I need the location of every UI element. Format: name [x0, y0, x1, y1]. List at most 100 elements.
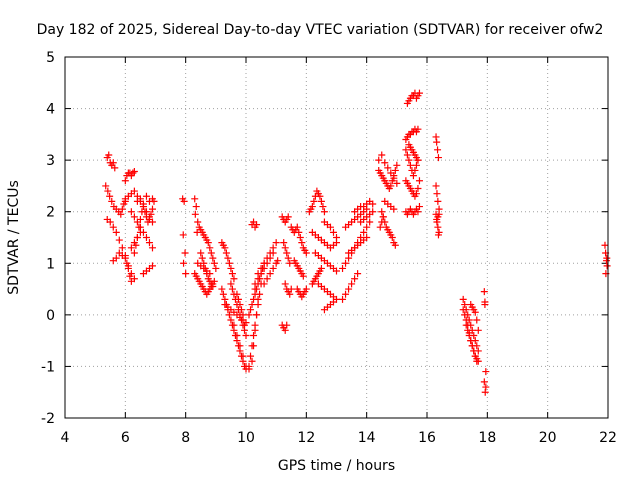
- data-point-marker: [130, 213, 138, 221]
- data-point-marker: [136, 215, 144, 223]
- data-point-marker: [434, 223, 442, 231]
- data-point-marker: [118, 244, 126, 252]
- data-point-marker: [245, 311, 253, 319]
- y-tick-label: 1: [46, 256, 55, 272]
- data-point-marker: [222, 249, 230, 257]
- data-point-marker: [228, 285, 236, 293]
- data-point-marker: [233, 290, 241, 298]
- data-point-marker: [411, 166, 419, 174]
- y-tick-label: 4: [46, 102, 55, 118]
- data-point-marker: [473, 357, 481, 365]
- data-point-marker: [467, 337, 475, 345]
- data-point-marker: [236, 301, 244, 309]
- data-point-marker: [204, 239, 212, 247]
- data-point-marker: [459, 306, 467, 314]
- data-point-marker: [434, 146, 442, 154]
- data-point-marker: [197, 249, 205, 257]
- y-tick-label: -1: [41, 359, 55, 375]
- data-point-marker: [342, 259, 350, 267]
- data-point-marker: [280, 239, 288, 247]
- data-point-marker: [121, 197, 129, 205]
- data-point-marker: [281, 280, 289, 288]
- data-point-marker: [115, 236, 123, 244]
- data-point-marker: [191, 195, 199, 203]
- data-point-marker: [317, 264, 325, 272]
- data-point-marker: [295, 228, 303, 236]
- data-point-marker: [233, 331, 241, 339]
- data-point-marker: [480, 288, 488, 296]
- data-point-marker: [414, 208, 422, 216]
- data-point-marker: [482, 383, 490, 391]
- data-point-marker: [333, 234, 340, 241]
- data-point-marker: [237, 316, 245, 324]
- data-point-marker: [434, 154, 442, 162]
- data-point-marker: [464, 326, 472, 334]
- y-tick-label: 5: [46, 50, 55, 66]
- x-tick-label: 10: [237, 430, 255, 446]
- data-point-marker: [434, 197, 442, 205]
- data-point-marker: [112, 228, 120, 236]
- data-point-marker: [286, 259, 294, 267]
- y-tick-label: 0: [46, 308, 55, 324]
- data-point-marker: [247, 306, 255, 314]
- data-point-marker: [225, 311, 233, 319]
- data-point-marker: [210, 259, 218, 267]
- data-point-marker: [326, 223, 334, 231]
- data-point-marker: [412, 161, 420, 169]
- data-points: [102, 89, 611, 396]
- data-point-marker: [227, 264, 235, 272]
- x-tick-label: 20: [539, 430, 557, 446]
- data-point-marker: [129, 169, 137, 177]
- data-point-marker: [345, 285, 353, 293]
- data-point-marker: [474, 326, 482, 334]
- data-point-marker: [339, 295, 347, 303]
- data-point-marker: [459, 295, 467, 303]
- data-point-marker: [254, 295, 262, 303]
- data-point-marker: [376, 223, 384, 231]
- data-point-marker: [284, 254, 292, 262]
- y-tick-label: 2: [46, 205, 55, 221]
- data-point-marker: [283, 249, 291, 257]
- data-point-marker: [412, 190, 420, 198]
- data-point-marker: [130, 167, 138, 175]
- data-point-marker: [130, 187, 138, 195]
- data-point-marker: [239, 311, 247, 319]
- data-point-marker: [133, 234, 141, 241]
- data-point-marker: [363, 223, 371, 231]
- data-point-marker: [260, 259, 268, 267]
- data-point-marker: [354, 270, 362, 278]
- data-point-marker: [480, 378, 488, 386]
- data-point-marker: [251, 326, 259, 334]
- data-point-marker: [109, 223, 117, 231]
- data-point-marker: [180, 259, 188, 267]
- data-point-marker: [296, 234, 304, 241]
- data-point-marker: [375, 156, 383, 164]
- data-point-marker: [266, 249, 274, 257]
- data-point-marker: [239, 352, 247, 360]
- data-point-marker: [603, 254, 611, 262]
- data-point-marker: [274, 257, 282, 265]
- data-point-marker: [378, 151, 386, 159]
- data-point-marker: [393, 179, 401, 187]
- data-point-marker: [387, 182, 395, 190]
- data-point-marker: [409, 172, 417, 180]
- y-tick-label: 3: [46, 153, 55, 169]
- data-point-marker: [127, 270, 135, 278]
- data-point-marker: [192, 203, 200, 211]
- data-point-marker: [250, 342, 258, 350]
- data-point-marker: [127, 244, 135, 252]
- data-point-marker: [433, 138, 441, 146]
- data-point-marker: [384, 164, 392, 172]
- data-point-marker: [468, 342, 476, 350]
- data-point-marker: [121, 254, 129, 262]
- data-point-marker: [269, 244, 277, 252]
- data-point-marker: [237, 306, 245, 314]
- data-point-marker: [106, 218, 114, 226]
- data-point-marker: [482, 368, 490, 376]
- data-point-marker: [245, 362, 253, 370]
- data-point-marker: [207, 249, 215, 257]
- data-point-marker: [272, 239, 280, 247]
- data-point-marker: [227, 280, 235, 288]
- data-point-marker: [133, 192, 141, 200]
- data-point-marker: [253, 311, 261, 319]
